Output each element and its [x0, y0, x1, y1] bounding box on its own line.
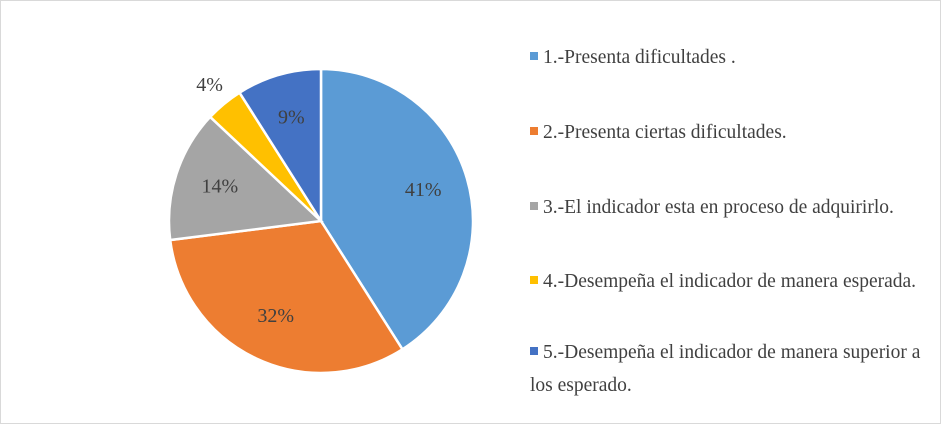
- legend-entry: 5.-Desempeña el indicador de manera supe…: [530, 336, 930, 402]
- legend-entry: 2.-Presenta ciertas dificultades.: [530, 116, 930, 149]
- pie-slice: [167, 115, 324, 242]
- data-label: 41%: [405, 179, 442, 201]
- legend-swatch: [530, 276, 538, 284]
- legend-entry: 3.-El indicador esta en proceso de adqui…: [530, 191, 930, 224]
- legend-label: 2.-Presenta ciertas dificultades.: [543, 122, 787, 143]
- legend-swatch: [530, 347, 538, 355]
- data-label: 32%: [257, 305, 294, 327]
- legend-label: 3.-El indicador esta en proceso de adqui…: [543, 197, 894, 218]
- legend-label: 5.-Desempeña el indicador de manera supe…: [530, 342, 921, 396]
- legend-entry: 1.-Presenta dificultades .: [530, 41, 930, 74]
- legend-swatch: [530, 127, 538, 135]
- data-label: 14%: [201, 176, 238, 198]
- pie-slice: [168, 219, 405, 375]
- legend-swatch: [530, 202, 538, 210]
- legend-swatch: [530, 52, 538, 60]
- pie-slice: [237, 67, 323, 226]
- legend-label: 1.-Presenta dificultades .: [543, 47, 736, 68]
- legend-entry: 4.-Desempeña el indicador de manera espe…: [530, 265, 930, 298]
- data-label: 9%: [278, 106, 305, 128]
- legend-label: 4.-Desempeña el indicador de manera espe…: [543, 271, 917, 292]
- data-label: 4%: [196, 74, 223, 96]
